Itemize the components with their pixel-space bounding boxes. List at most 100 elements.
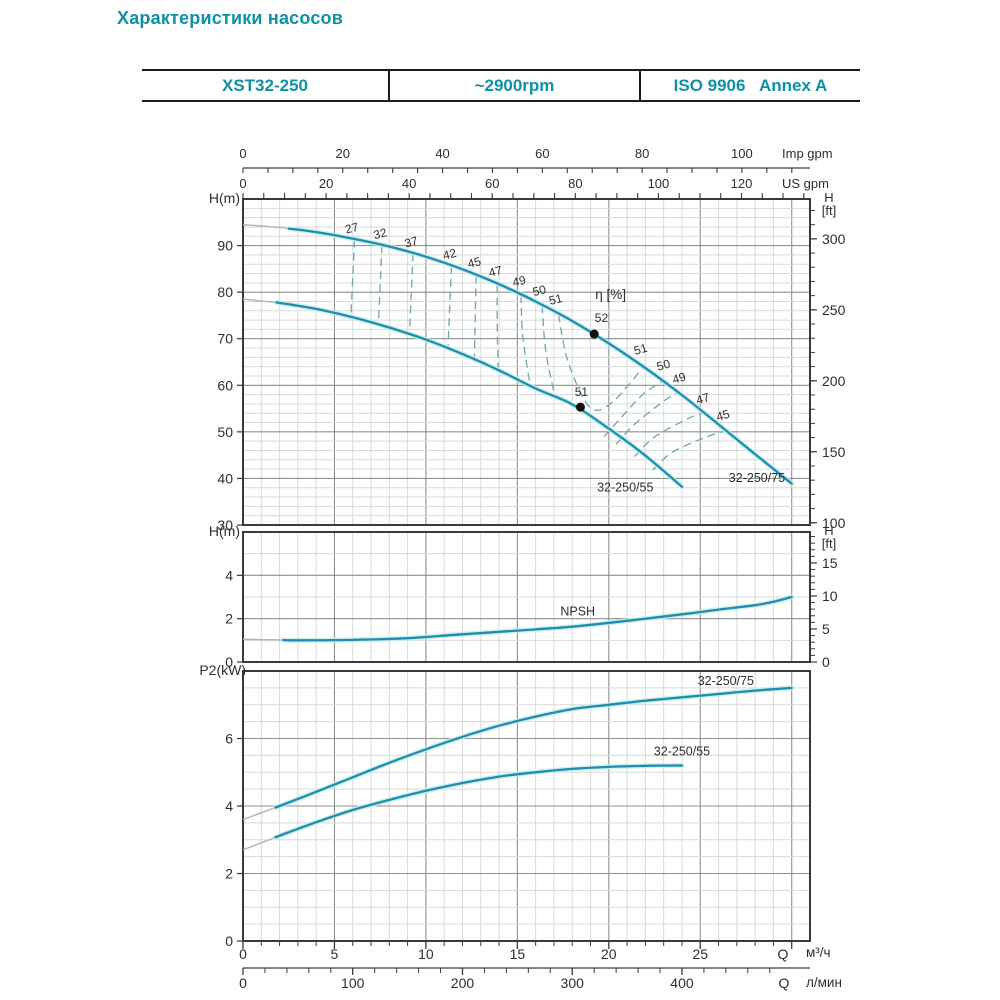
svg-text:60: 60	[485, 176, 499, 191]
efficiency-label: 52	[595, 311, 609, 325]
q-lmin-label: Q	[779, 975, 790, 991]
svg-text:6: 6	[225, 731, 233, 747]
curve-lead-32-250-75	[242, 806, 277, 821]
svg-text:300: 300	[822, 231, 846, 247]
efficiency-label: 45	[466, 254, 483, 271]
m3h-unit-label: м³/ч	[806, 945, 831, 960]
svg-text:400: 400	[670, 975, 694, 991]
efficiency-iso-line	[377, 245, 383, 324]
svg-text:40: 40	[402, 176, 416, 191]
svg-text:200: 200	[451, 975, 475, 991]
efficiency-iso-line	[408, 253, 414, 335]
header-standard: ISO 9906 Annex A	[673, 75, 828, 95]
curve-lead-32-250-55	[242, 298, 278, 304]
svg-text:70: 70	[217, 331, 233, 347]
curve-lead-32-250-55	[242, 836, 277, 851]
svg-text:60: 60	[535, 146, 549, 161]
svg-text:0: 0	[239, 146, 246, 161]
efficiency-label: 27	[344, 220, 361, 237]
svg-text:0: 0	[822, 654, 830, 670]
svg-text:[ft]: [ft]	[822, 203, 836, 218]
bep-dot-52	[589, 329, 599, 339]
imp-gpm-unit-label: Imp gpm	[782, 146, 833, 161]
svg-text:4: 4	[225, 567, 233, 583]
efficiency-iso-line	[557, 314, 644, 412]
curve-label-32-250-55: 32-250/55	[597, 480, 653, 494]
svg-text:10: 10	[418, 946, 434, 962]
efficiency-iso-line	[652, 430, 727, 471]
curve-32-250-75	[287, 227, 793, 485]
efficiency-label: 51	[632, 341, 649, 358]
svg-text:0: 0	[239, 946, 247, 962]
svg-text:5: 5	[822, 621, 830, 637]
efficiency-label: 42	[441, 246, 458, 263]
bep-dot-51	[575, 402, 585, 412]
efficiency-iso-line	[473, 275, 477, 360]
svg-text:25: 25	[692, 946, 708, 962]
curve-halo-32-250-55	[272, 763, 685, 840]
npsh-panel: 0 2 4 H(m) 0 5 10 15 H[ft] NPSH	[209, 523, 838, 670]
efficiency-iso-line	[350, 239, 356, 317]
svg-text:80: 80	[635, 146, 649, 161]
efficiency-iso-line	[496, 284, 499, 370]
curve-32-250-75	[274, 686, 793, 809]
svg-text:H: H	[824, 523, 833, 538]
svg-text:10: 10	[822, 588, 838, 604]
svg-text:50: 50	[217, 424, 233, 440]
svg-text:100: 100	[822, 515, 846, 531]
eta-percent-label: η [%]	[595, 287, 626, 302]
efficiency-label: 37	[403, 234, 420, 251]
svg-text:15: 15	[510, 946, 526, 962]
svg-text:120: 120	[731, 176, 753, 191]
svg-text:40: 40	[217, 470, 233, 486]
p2-panel: 0 2 4 6 P2(kW) 32-250/75 32-250/55	[199, 662, 811, 949]
efficiency-label: 50	[655, 356, 672, 373]
svg-text:30: 30	[217, 517, 233, 533]
svg-text:2: 2	[225, 611, 233, 627]
curve-lead-npsh	[242, 638, 284, 641]
svg-text:20: 20	[601, 946, 617, 962]
svg-text:90: 90	[217, 238, 233, 254]
efficiency-label: 51	[575, 385, 589, 399]
efficiency-iso-line	[615, 391, 679, 445]
header-model: XST32-250	[142, 71, 390, 100]
svg-text:0: 0	[239, 975, 247, 991]
efficiency-iso-line	[603, 381, 663, 437]
svg-text:150: 150	[822, 444, 846, 460]
curve-npsh	[282, 595, 793, 642]
p2-y-axis-label: P2(kW)	[199, 662, 246, 678]
efficiency-iso-line	[633, 412, 704, 457]
npsh-y-axis-label: H(m)	[209, 523, 240, 539]
curve-label-32-250-75: 32-250/75	[729, 471, 785, 485]
efficiency-label: 49	[511, 273, 528, 290]
efficiency-label: 47	[694, 390, 711, 407]
q-m3h-label: Q	[778, 946, 789, 962]
svg-text:4: 4	[225, 798, 233, 814]
svg-text:100: 100	[648, 176, 670, 191]
efficiency-label: 32	[372, 225, 389, 242]
svg-text:60: 60	[217, 377, 233, 393]
hq-y-axis-label: H(m)	[209, 190, 240, 206]
svg-text:2: 2	[225, 866, 233, 882]
svg-text:15: 15	[822, 555, 838, 571]
svg-text:250: 250	[822, 302, 846, 318]
efficiency-iso-line	[520, 294, 531, 386]
svg-text:20: 20	[336, 146, 350, 161]
efficiency-label: 47	[487, 263, 504, 280]
efficiency-label: 45	[715, 407, 732, 424]
svg-text:H: H	[824, 190, 833, 205]
header-speed: ~2900rpm	[390, 71, 641, 100]
svg-text:200: 200	[822, 373, 846, 389]
svg-text:80: 80	[217, 284, 233, 300]
svg-text:5: 5	[331, 946, 339, 962]
efficiency-iso-line	[541, 305, 556, 397]
curve-label-npsh: NPSH	[560, 604, 595, 618]
header-table: XST32-250 ~2900rpm ISO 9906 Annex A	[142, 69, 860, 102]
svg-text:100: 100	[731, 146, 753, 161]
efficiency-label: 50	[531, 282, 548, 299]
hq-panel: 30 40 50 60 70 80 90 H(m) 100 150 200 250 300 H[ft] 32…	[209, 190, 846, 533]
svg-text:0: 0	[225, 654, 233, 670]
lmin-unit-label: л/мин	[806, 975, 842, 990]
